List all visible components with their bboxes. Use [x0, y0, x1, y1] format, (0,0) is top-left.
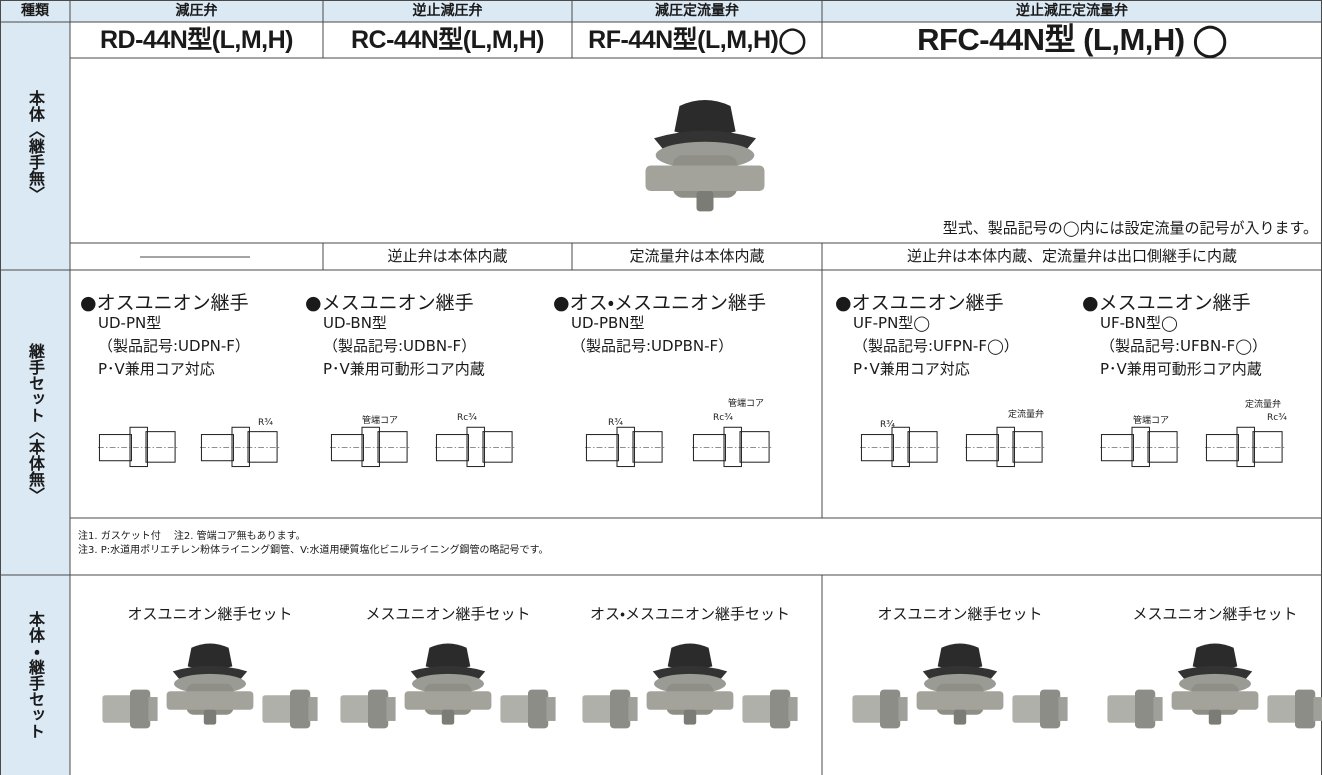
joint-title: ●オスユニオン継手 [80, 292, 249, 314]
set-caption: オスユニオン継手セット [127, 605, 293, 623]
set-union [1107, 689, 1163, 729]
set-caption: メスユニオン継手セット [365, 605, 531, 623]
drawing-label: 定流量弁 [1008, 410, 1045, 420]
body-note: 型式、製品記号の◯内には設定流量の記号が入ります。 [942, 219, 1318, 237]
column-header: 逆止減圧弁 [412, 3, 483, 19]
joint-code: （製品記号:UFPN-F◯） [853, 337, 1019, 355]
joint-drawing [860, 426, 940, 468]
set-union [582, 689, 638, 729]
set-valve [916, 643, 1004, 725]
joint-compat: P･V兼用可動形コア内蔵 [1100, 360, 1262, 378]
drawing-label: R¾ [258, 418, 273, 428]
joint-compat: P･V兼用コア対応 [98, 360, 215, 378]
drawing-label: Rc¾ [713, 413, 733, 423]
column-header: 種類 [21, 3, 49, 19]
joint-drawing [1100, 426, 1180, 468]
set-valve [166, 643, 254, 725]
footnote: 注3. P:水道用ポリエチレン粉体ライニング鋼管、V:水道用硬質塩化ビニルライニ… [78, 545, 549, 556]
joint-code: （製品記号:UDPBN-F） [571, 337, 734, 355]
joint-model: UF-PN型◯ [853, 314, 931, 332]
set-union [742, 689, 798, 729]
joint-model: UD-PBN型 [571, 314, 645, 332]
drawing-label: R¾ [608, 418, 623, 428]
set-union [852, 689, 908, 729]
builtin-note: 逆止弁は本体内蔵、定流量弁は出口側継手に内蔵 [906, 247, 1237, 265]
builtin-note: 定流量弁は本体内蔵 [629, 247, 765, 265]
joint-drawing [692, 426, 772, 468]
drawing-label: 管端コア [1133, 416, 1170, 426]
drawing-label: 管端コア [362, 416, 399, 426]
model-name: RC-44N型(L,M,H) [351, 26, 545, 54]
joint-drawing [1205, 426, 1285, 468]
set-union [1012, 689, 1068, 729]
joint-model: UF-BN型◯ [1100, 314, 1178, 332]
model-name: RD-44N型(L,M,H) [100, 26, 294, 54]
joint-compat: P･V兼用可動形コア内蔵 [323, 360, 485, 378]
drawing-label: Rc¾ [457, 413, 477, 423]
drawing-label: 管端コア [728, 399, 765, 409]
joint-title: ●オスユニオン継手 [835, 292, 1004, 314]
set-caption: オスユニオン継手セット [877, 605, 1043, 623]
footnote: 注1. ガスケット付 注2. 管端コア無もあります。 [78, 531, 306, 542]
set-union [500, 689, 556, 729]
model-name: RFC-44N型 (L,M,H) ◯ [917, 22, 1227, 57]
set-caption: メスユニオン継手セット [1132, 605, 1298, 623]
column-header: 減圧弁 [175, 3, 218, 19]
joint-compat: P･V兼用コア対応 [853, 360, 970, 378]
row-label: 本体・継手セット [26, 611, 45, 739]
row-label: 継手セット〈本体無〉 [26, 342, 45, 503]
joint-code: （製品記号:UDPN-F） [98, 337, 250, 355]
column-header: 逆止減圧定流量弁 [1016, 3, 1128, 19]
joint-code: （製品記号:UDBN-F） [323, 337, 477, 355]
builtin-note: 逆止弁は本体内蔵 [387, 247, 508, 265]
drawing-label: Rc¾ [1267, 413, 1287, 423]
joint-title: ●メスユニオン継手 [1082, 292, 1251, 314]
joint-code: （製品記号:UFBN-F◯） [1100, 337, 1268, 355]
set-union [262, 689, 318, 729]
row-label: 本体〈継手無〉 [26, 90, 45, 202]
joint-title: ●オス・メスユニオン継手 [553, 292, 767, 314]
set-union [1267, 689, 1322, 729]
joint-drawing [200, 426, 280, 468]
set-valve [646, 643, 734, 725]
joint-drawing [965, 426, 1045, 468]
joint-drawing [98, 426, 178, 468]
set-union [102, 689, 158, 729]
joint-drawing [435, 426, 515, 468]
drawing-label: R¾ [880, 420, 895, 430]
set-valve [404, 643, 492, 725]
joint-drawing [330, 426, 410, 468]
column-header: 減圧定流量弁 [655, 3, 739, 19]
joint-model: UD-BN型 [323, 314, 387, 332]
model-name: RF-44N型(L,M,H)◯ [588, 26, 806, 54]
joint-drawing [585, 426, 665, 468]
set-caption: オス・メスユニオン継手セット [589, 605, 791, 623]
joint-title: ●メスユニオン継手 [305, 292, 474, 314]
set-valve [1171, 643, 1259, 725]
joint-model: UD-PN型 [98, 314, 162, 332]
set-union [340, 689, 396, 729]
drawing-label: 定流量弁 [1245, 400, 1282, 410]
